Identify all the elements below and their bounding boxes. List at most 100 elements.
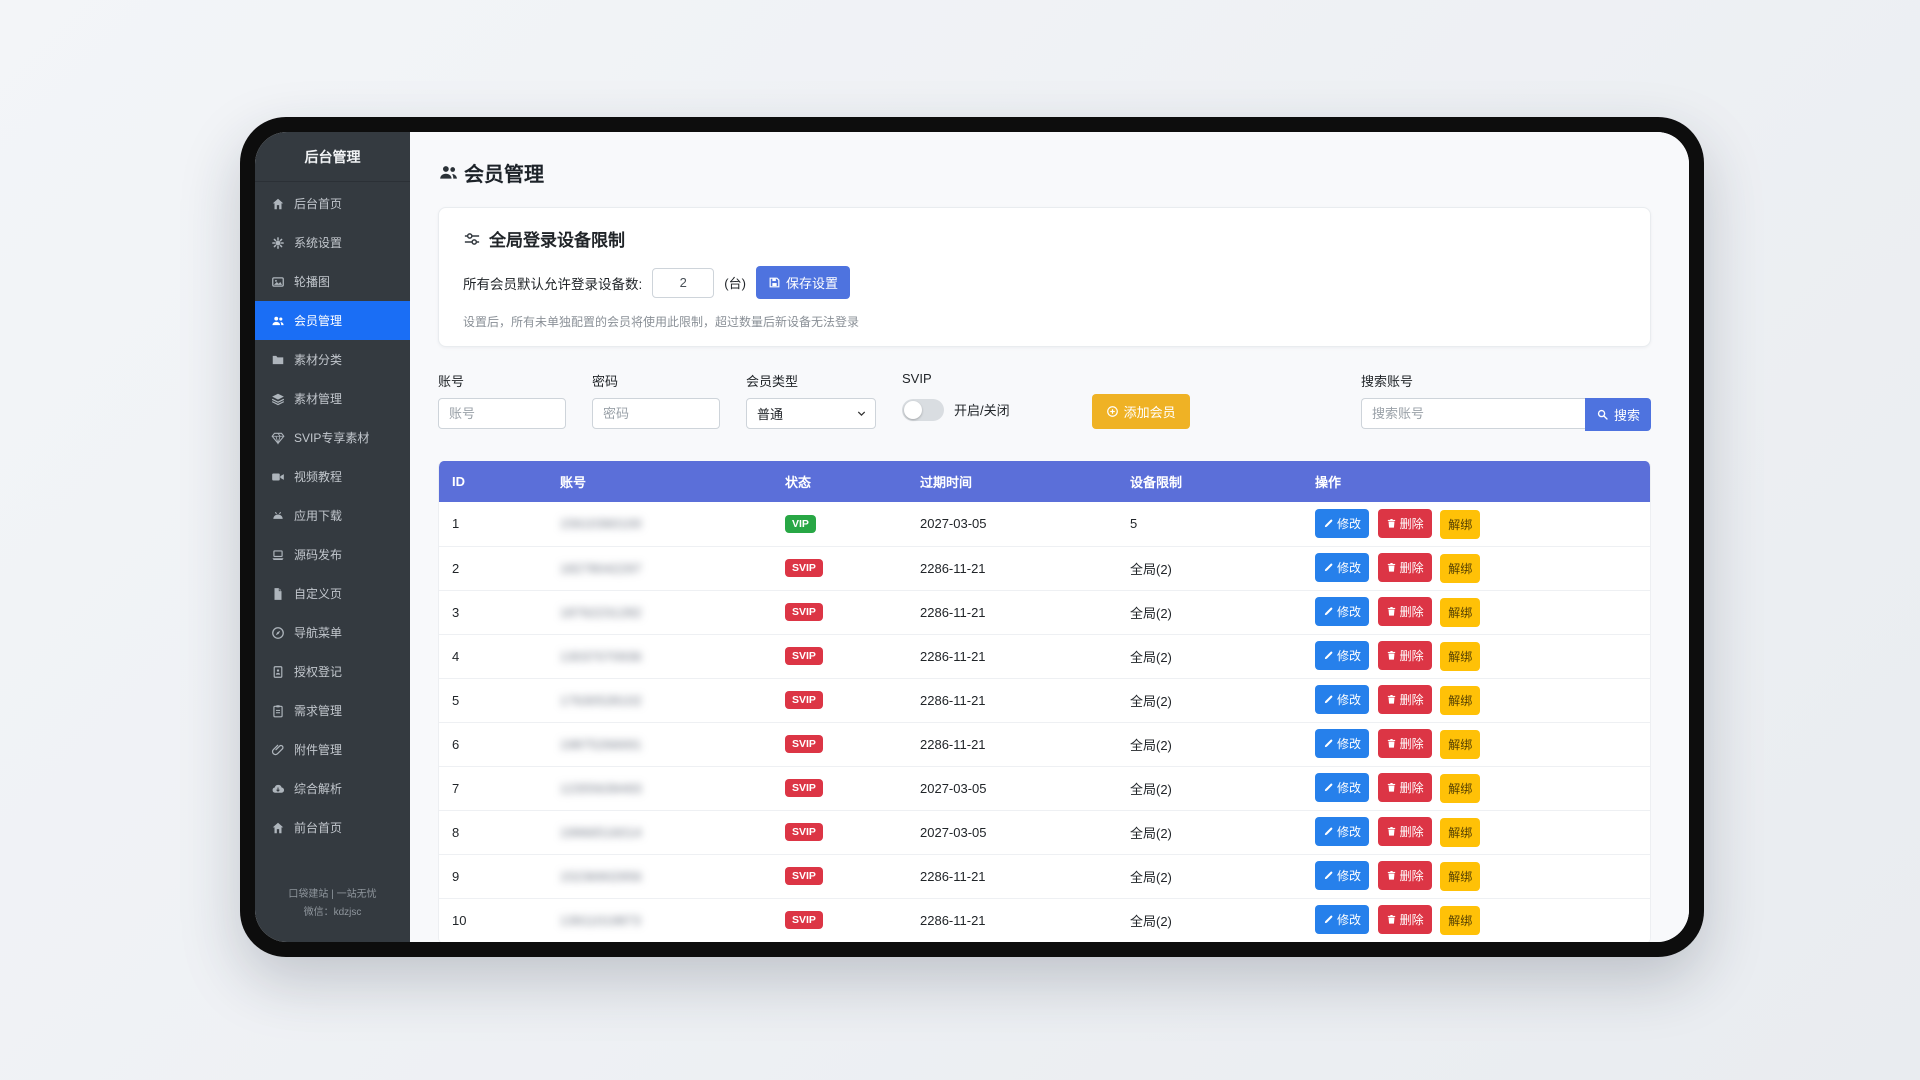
- status-badge: SVIP: [785, 866, 823, 886]
- delete-button[interactable]: 删除: [1377, 685, 1432, 714]
- compass-icon: [271, 626, 285, 640]
- trash-icon: [1386, 782, 1397, 793]
- edit-button[interactable]: 修改: [1315, 729, 1370, 758]
- member-table-card: ID 账号 状态 过期时间 设备限制 操作 1 15610360100 VIP 2027-…: [438, 461, 1651, 942]
- device-limit-unit: (台): [724, 276, 746, 291]
- member-actions-cell: 修改 删除 解绑: [1302, 898, 1650, 942]
- trash-icon: [1386, 826, 1397, 837]
- sidebar-item-members[interactable]: 会员管理: [255, 301, 410, 340]
- search-input[interactable]: [1360, 398, 1585, 429]
- delete-button[interactable]: 删除: [1377, 597, 1432, 626]
- svip-toggle[interactable]: [902, 398, 944, 421]
- trash-icon: [1386, 694, 1397, 705]
- status-badge: SVIP: [785, 910, 823, 930]
- sidebar-item-demand-management[interactable]: 需求管理: [255, 691, 410, 730]
- delete-button[interactable]: 删除: [1377, 817, 1432, 846]
- table-row: 2 18278042297 SVIP 2286-11-21 全局(2) 修改 删…: [439, 546, 1650, 591]
- member-device-limit-cell: 全局(2): [1117, 678, 1302, 723]
- member-account-value: 19875266691: [560, 737, 642, 752]
- sidebar-item-svip-material[interactable]: SVIP专享素材: [255, 418, 410, 457]
- id-card-icon: [271, 665, 285, 679]
- save-settings-button[interactable]: 保存设置: [755, 266, 850, 299]
- member-actions-cell: 修改 删除 解绑: [1302, 546, 1650, 591]
- edit-button[interactable]: 修改: [1315, 641, 1370, 670]
- sidebar-item-source-release[interactable]: 源码发布: [255, 535, 410, 574]
- gem-icon: [271, 431, 285, 445]
- member-status-cell: SVIP: [772, 634, 907, 679]
- delete-button[interactable]: 删除: [1377, 641, 1432, 670]
- unbind-button[interactable]: 解绑: [1440, 818, 1481, 847]
- pencil-icon: [1323, 870, 1334, 881]
- member-account-cell: 18762231282: [547, 590, 772, 635]
- sidebar-item-integrated-parsing[interactable]: 综合解析: [255, 769, 410, 808]
- table-header-cell: 账号: [547, 461, 772, 502]
- unbind-button[interactable]: 解绑: [1440, 906, 1481, 935]
- edit-button[interactable]: 修改: [1315, 773, 1370, 802]
- sidebar-item-dashboard[interactable]: 后台首页: [255, 184, 410, 223]
- delete-button[interactable]: 删除: [1377, 861, 1432, 890]
- device-frame: 后台管理 后台首页 系统设置 轮播图 会员管理 素材分类 素材管理 SVIP专享…: [240, 117, 1704, 957]
- member-id-cell: 9: [439, 854, 547, 899]
- edit-button[interactable]: 修改: [1315, 861, 1370, 890]
- sidebar-item-custom-page[interactable]: 自定义页: [255, 574, 410, 613]
- sidebar-item-label: 需求管理: [294, 704, 343, 718]
- device-limit-input[interactable]: [652, 267, 715, 298]
- status-badge: SVIP: [785, 690, 823, 710]
- save-settings-label: 保存设置: [785, 276, 838, 291]
- member-device-limit-cell: 全局(2): [1117, 898, 1302, 942]
- status-badge: SVIP: [785, 734, 823, 754]
- member-type-label: 会员类型: [746, 374, 799, 389]
- sidebar-title: 后台管理: [255, 132, 410, 182]
- unbind-button[interactable]: 解绑: [1440, 730, 1481, 759]
- main-content: 会员管理 全局登录设备限制 所有会员默认允许登录设备数: (台) 保存设置: [410, 132, 1689, 942]
- add-member-label: 添加会员: [1123, 405, 1176, 420]
- edit-button[interactable]: 修改: [1315, 597, 1370, 626]
- member-account-value: 17630528102: [560, 693, 642, 708]
- add-member-button[interactable]: 添加会员: [1091, 394, 1190, 429]
- sidebar-item-video-tutorials[interactable]: 视频教程: [255, 457, 410, 496]
- sidebar-item-app-download[interactable]: 应用下载: [255, 496, 410, 535]
- unbind-button[interactable]: 解绑: [1440, 509, 1481, 539]
- edit-button[interactable]: 修改: [1315, 685, 1370, 714]
- unbind-button[interactable]: 解绑: [1440, 686, 1481, 715]
- folder-icon: [271, 353, 285, 367]
- delete-button[interactable]: 删除: [1377, 508, 1432, 538]
- unbind-button[interactable]: 解绑: [1440, 554, 1481, 583]
- edit-button[interactable]: 修改: [1315, 508, 1370, 538]
- edit-button[interactable]: 修改: [1315, 817, 1370, 846]
- trash-icon: [1386, 738, 1397, 749]
- member-type-select[interactable]: 普通: [746, 398, 876, 429]
- delete-button[interactable]: 删除: [1377, 773, 1432, 802]
- table-row: 3 18762231282 SVIP 2286-11-21 全局(2) 修改 删…: [439, 590, 1650, 635]
- filter-row: 账号 密码 会员类型 普通 SVIP: [438, 371, 1651, 431]
- sidebar-item-attachment-management[interactable]: 附件管理: [255, 730, 410, 769]
- status-badge: SVIP: [785, 822, 823, 842]
- table-row: 4 13037070936 SVIP 2286-11-21 全局(2) 修改 删…: [439, 634, 1650, 679]
- delete-button[interactable]: 删除: [1377, 905, 1432, 934]
- unbind-button[interactable]: 解绑: [1440, 598, 1481, 627]
- home-icon: [271, 197, 285, 211]
- unbind-button[interactable]: 解绑: [1440, 862, 1481, 891]
- unbind-button[interactable]: 解绑: [1440, 642, 1481, 671]
- unbind-button[interactable]: 解绑: [1440, 774, 1481, 803]
- sidebar-item-material-category[interactable]: 素材分类: [255, 340, 410, 379]
- sidebar-footer: 口袋建站 | 一站无忧 微信：kdzjsc: [255, 876, 410, 942]
- sidebar-item-material-management[interactable]: 素材管理: [255, 379, 410, 418]
- delete-button[interactable]: 删除: [1377, 553, 1432, 582]
- member-status-cell: SVIP: [772, 898, 907, 942]
- password-input[interactable]: [592, 398, 720, 429]
- sidebar-item-license-register[interactable]: 授权登记: [255, 652, 410, 691]
- delete-button[interactable]: 删除: [1377, 729, 1432, 758]
- table-row: 5 17630528102 SVIP 2286-11-21 全局(2) 修改 删…: [439, 678, 1650, 723]
- sidebar-item-front-home[interactable]: 前台首页: [255, 808, 410, 847]
- edit-button[interactable]: 修改: [1315, 905, 1370, 934]
- sidebar-item-nav-menu[interactable]: 导航菜单: [255, 613, 410, 652]
- search-button[interactable]: 搜索: [1584, 398, 1651, 431]
- trash-icon: [1386, 870, 1397, 881]
- member-table: ID 账号 状态 过期时间 设备限制 操作 1 15610360100 VIP 2027-…: [439, 461, 1650, 942]
- account-input[interactable]: [438, 398, 566, 429]
- sidebar-item-system-settings[interactable]: 系统设置: [255, 223, 410, 262]
- status-badge: SVIP: [785, 602, 823, 622]
- edit-button[interactable]: 修改: [1315, 553, 1370, 582]
- sidebar-item-carousel[interactable]: 轮播图: [255, 262, 410, 301]
